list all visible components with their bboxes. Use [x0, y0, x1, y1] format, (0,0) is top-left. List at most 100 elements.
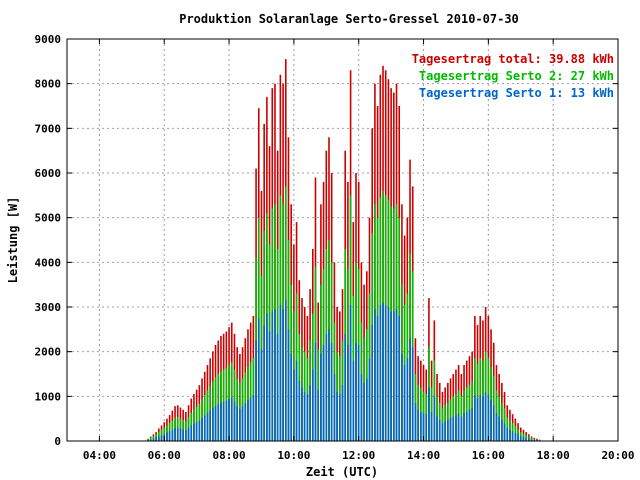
bar-serto1: [428, 387, 430, 441]
bar-serto1: [414, 403, 417, 441]
bar-serto1: [282, 309, 284, 441]
y-tick-label: 6000: [35, 167, 62, 180]
bar-serto1: [433, 396, 436, 441]
bar-serto1: [274, 309, 276, 441]
bar-serto1: [371, 324, 374, 441]
y-tick-label: 1000: [35, 390, 62, 403]
bar-serto1: [368, 358, 371, 441]
bar-serto1: [225, 400, 228, 441]
bar-serto1: [393, 311, 395, 441]
bar-serto1: [498, 416, 500, 441]
bar-serto1: [212, 407, 214, 441]
bar-serto1: [528, 438, 530, 441]
bar-serto1: [168, 431, 171, 441]
y-axis-label: Leistung [W]: [6, 197, 20, 284]
bar-serto1: [455, 415, 457, 441]
bar-serto1: [311, 369, 314, 441]
bar-serto1: [336, 391, 338, 441]
bar-serto1: [492, 405, 495, 441]
bar-serto1: [363, 382, 365, 441]
bar-serto1: [241, 406, 244, 441]
bar-serto1: [476, 398, 479, 441]
bar-serto1: [463, 413, 465, 441]
bar-serto1: [195, 421, 198, 441]
bar-serto1: [268, 331, 271, 441]
bar-serto1: [149, 439, 152, 441]
bar-serto1: [187, 427, 190, 441]
bar-serto1: [406, 358, 409, 441]
bar-serto1: [360, 374, 363, 441]
bar-serto1: [266, 313, 268, 441]
bar-serto1: [495, 413, 498, 441]
bar-serto1: [338, 394, 341, 441]
bar-serto1: [279, 304, 282, 441]
bar-serto1: [447, 419, 449, 441]
bar-serto1: [176, 427, 179, 441]
bar-serto1: [487, 394, 490, 441]
bar-serto1: [228, 399, 230, 441]
legend: Tagesertrag total: 39.88 kWh Tagesertrag …: [412, 52, 614, 100]
y-tick-label: 9000: [35, 33, 62, 46]
bar-serto1: [457, 413, 460, 441]
bar-serto1: [203, 415, 206, 441]
bar-serto1: [239, 408, 241, 441]
bar-serto1: [217, 403, 220, 441]
x-tick-label: 20:00: [601, 449, 634, 462]
bar-serto1: [306, 394, 309, 441]
bar-serto1: [257, 318, 260, 441]
bar-serto1: [425, 414, 428, 441]
legend-entry: Tagesertrag Serto 2: 27 kWh: [419, 69, 614, 83]
bar-serto1: [320, 353, 322, 441]
bar-serto1: [503, 423, 506, 441]
bar-serto1: [317, 389, 319, 441]
bar-serto1: [287, 329, 290, 441]
bar-serto1: [193, 423, 195, 441]
bar-serto1: [328, 329, 330, 441]
bar-serto1: [471, 407, 473, 441]
bar-serto1: [355, 342, 357, 441]
bar-serto1: [276, 333, 279, 441]
plot-frame: [66, 38, 619, 442]
bar-serto1: [174, 428, 176, 441]
x-tick-label: 14:00: [407, 449, 440, 462]
y-tick-label: 2000: [35, 346, 62, 359]
bar-serto1: [511, 431, 514, 441]
x-tick-label: 16:00: [472, 449, 505, 462]
y-tick-label: 5000: [35, 212, 62, 225]
bar-serto1: [430, 411, 433, 441]
bar-serto1: [398, 315, 401, 441]
bar-serto1: [490, 399, 492, 441]
bar-serto1: [206, 412, 209, 441]
legend-entry: Tagesertrag total: 39.88 kWh: [412, 52, 614, 66]
bar-serto1: [303, 391, 306, 441]
y-tick-label: 7000: [35, 122, 62, 135]
bar-serto1: [390, 311, 392, 441]
bar-serto1: [185, 430, 187, 441]
bar-serto1: [474, 394, 476, 441]
bar-serto1: [522, 436, 525, 441]
y-tick-label: 8000: [35, 78, 62, 91]
bar-serto1: [252, 394, 255, 441]
bar-serto1: [247, 399, 249, 441]
bar-serto1: [260, 349, 263, 441]
bar-serto1: [411, 347, 414, 441]
bar-serto1: [533, 439, 536, 441]
bar-serto1: [182, 429, 184, 441]
bar-serto1: [501, 419, 503, 441]
bar-serto1: [422, 413, 425, 441]
bar-serto1: [295, 360, 298, 441]
y-tick-label: 4000: [35, 256, 62, 269]
bar-serto1: [214, 405, 217, 441]
bar-serto1: [514, 432, 517, 441]
bar-serto1: [201, 417, 203, 441]
bar-serto1: [155, 437, 157, 441]
bar-serto1: [403, 365, 406, 441]
bars: [147, 59, 541, 442]
bar-serto1: [468, 409, 471, 441]
bar-serto1: [349, 304, 352, 441]
bar-serto1: [301, 387, 303, 441]
bar-serto1: [244, 403, 247, 441]
bar-serto1: [449, 417, 452, 441]
bar-serto1: [222, 401, 225, 441]
